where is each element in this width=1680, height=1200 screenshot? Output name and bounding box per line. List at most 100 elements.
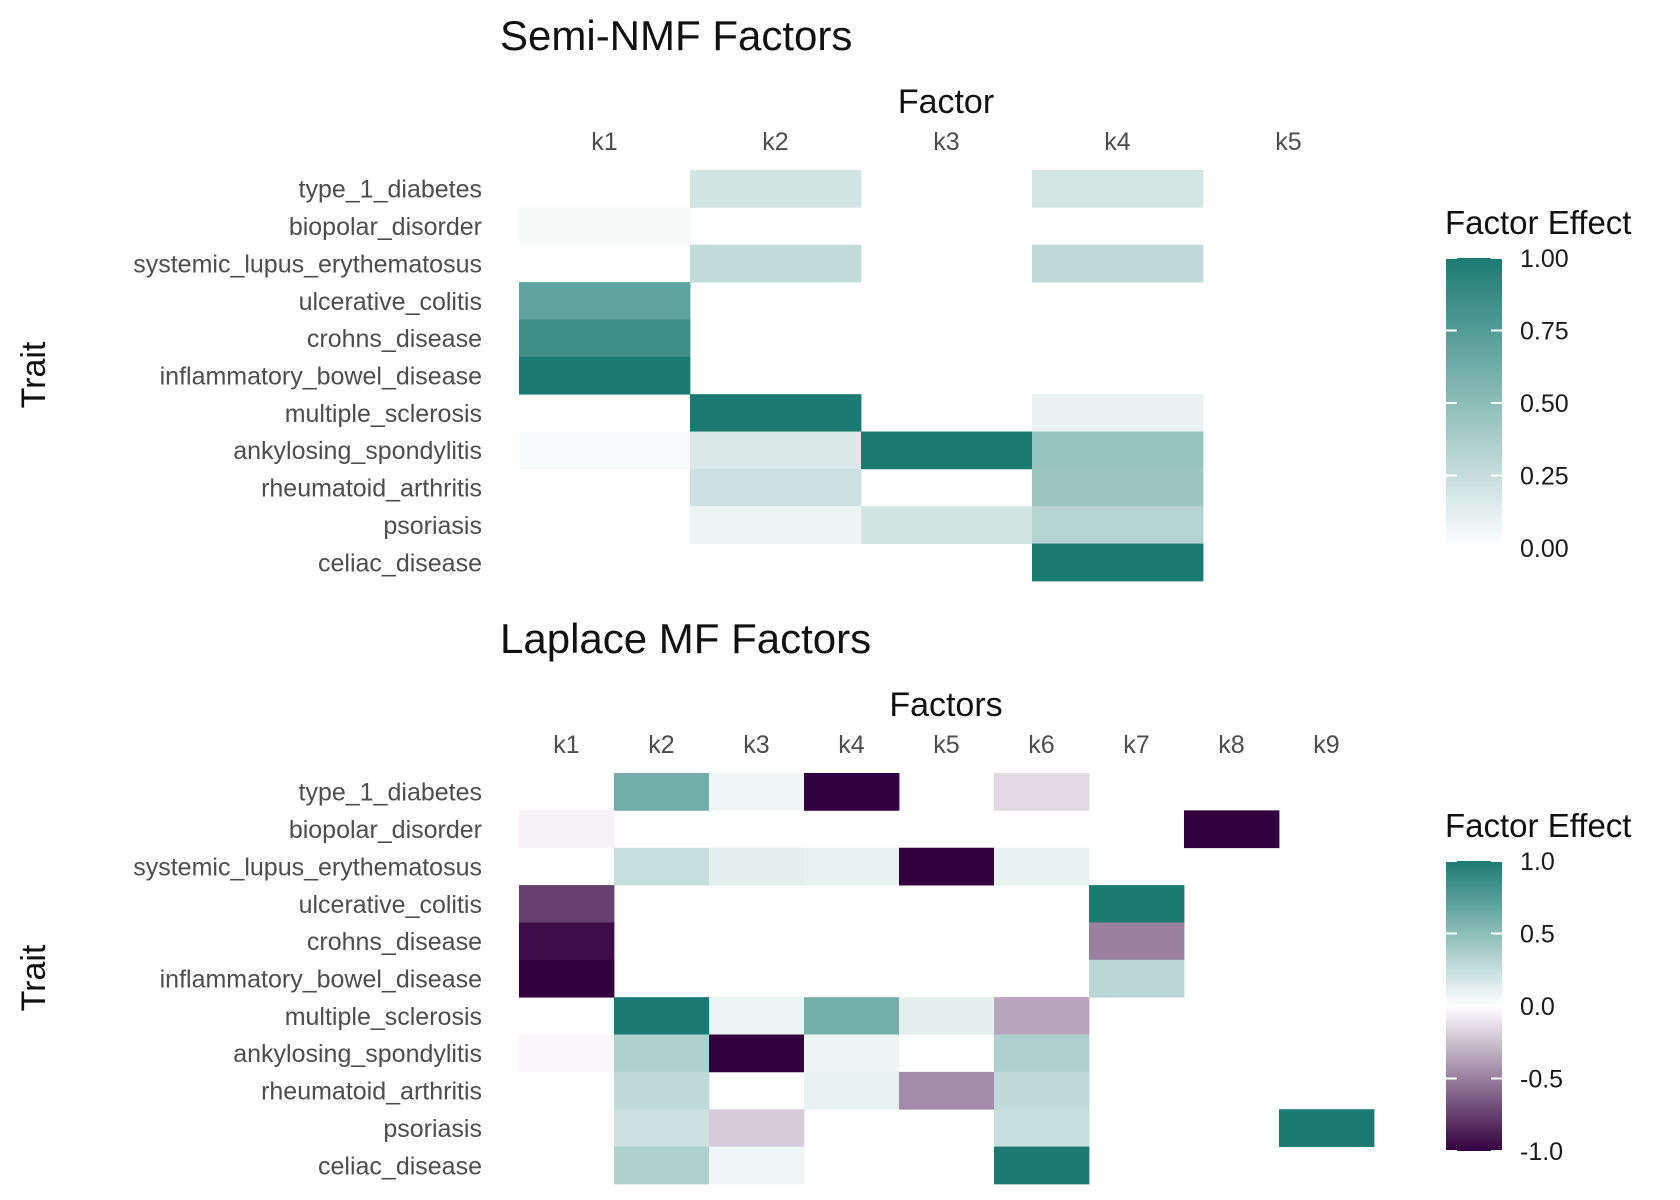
heatmap-cell xyxy=(1032,431,1204,470)
x-tick-label: k9 xyxy=(1313,731,1339,759)
heatmap-cell xyxy=(519,922,615,961)
heatmap-cell xyxy=(709,847,805,886)
x-tick-label: k4 xyxy=(838,731,865,759)
heatmap-cell xyxy=(994,997,1090,1035)
heatmap-cell xyxy=(614,773,710,811)
colorbar-tick-label: -0.5 xyxy=(1520,1066,1563,1094)
heatmap-cell xyxy=(1279,1109,1375,1147)
heatmap-cell xyxy=(519,319,691,358)
y-tick-label: psoriasis xyxy=(383,1115,482,1143)
x-tick-label: k6 xyxy=(1028,731,1054,759)
x-axis-title: Factor xyxy=(898,83,994,121)
y-tick-label: biopolar_disorder xyxy=(289,213,482,241)
heatmap-cell xyxy=(519,282,691,320)
colorbar-tick-label: 1.00 xyxy=(1520,245,1569,273)
y-tick-labels: type_1_diabetes biopolar_disorder systemic… xyxy=(133,779,482,1181)
heatmap-cell xyxy=(519,356,691,395)
x-tick-labels: k1 k2 k3 k4 k5 k6 k7 k8 k9 xyxy=(553,731,1339,759)
chart-title: Laplace MF Factors xyxy=(500,615,871,662)
legend: Factor Effect 1.0 0.5 0.0 -0.5 -1.0 xyxy=(1445,807,1631,1166)
heatmap-cell xyxy=(614,1109,710,1147)
heatmap-cell xyxy=(994,1071,1090,1110)
heatmap-cells xyxy=(519,773,1375,1185)
x-tick-label: k2 xyxy=(762,128,788,156)
y-tick-label: ulcerative_colitis xyxy=(299,288,482,316)
heatmap-cell xyxy=(709,773,805,811)
heatmap-cell xyxy=(994,773,1090,811)
heatmap-cell xyxy=(899,997,995,1035)
heatmap-cell xyxy=(614,1034,710,1073)
colorbar-ticks: 1.00 0.75 0.50 0.25 0.00 xyxy=(1446,245,1569,563)
heatmap-cell xyxy=(861,506,1033,544)
heatmap-cell xyxy=(804,997,900,1035)
heatmap-cell xyxy=(1032,170,1204,208)
x-tick-label: k3 xyxy=(743,731,769,759)
y-tick-label: inflammatory_bowel_disease xyxy=(160,362,482,390)
x-tick-label: k5 xyxy=(933,731,959,759)
colorbar-tick-label: 0.50 xyxy=(1520,390,1569,418)
colorbar-tick-label: 0.5 xyxy=(1520,921,1555,949)
y-tick-label: ankylosing_spondylitis xyxy=(233,437,482,465)
heatmap-panel-semi-nmf: Semi-NMF Factors Factor Trait k1 k2 k3 k4 k5… xyxy=(15,12,1631,582)
heatmap-cell xyxy=(994,847,1090,886)
y-tick-label: rheumatoid_arthritis xyxy=(261,475,482,503)
y-tick-label: ulcerative_colitis xyxy=(299,891,482,919)
heatmap-cell xyxy=(519,431,691,470)
heatmap-cell xyxy=(1032,468,1204,507)
x-tick-label: k7 xyxy=(1123,731,1149,759)
heatmap-panel-laplace-mf: Laplace MF Factors Factors Trait k1 k2 k3 k… xyxy=(15,615,1631,1185)
legend-title: Factor Effect xyxy=(1445,204,1631,241)
y-tick-label: type_1_diabetes xyxy=(299,779,482,807)
x-tick-label: k3 xyxy=(933,128,959,156)
y-tick-label: multiple_sclerosis xyxy=(285,400,482,428)
y-tick-label: crohns_disease xyxy=(307,928,482,956)
heatmap-cell xyxy=(690,468,862,507)
x-tick-label: k1 xyxy=(591,128,617,156)
y-tick-labels: type_1_diabetes biopolar_disorder systemic… xyxy=(133,176,482,578)
heatmap-cell xyxy=(614,1071,710,1110)
heatmap-cell xyxy=(804,1034,900,1073)
heatmap-cell xyxy=(709,1109,805,1147)
y-tick-label: multiple_sclerosis xyxy=(285,1003,482,1031)
y-tick-label: inflammatory_bowel_disease xyxy=(160,965,482,993)
y-tick-label: crohns_disease xyxy=(307,325,482,353)
heatmap-cell xyxy=(709,997,805,1035)
heatmap-cell xyxy=(804,847,900,886)
y-axis-title: Trait xyxy=(15,944,53,1011)
heatmap-cell xyxy=(1032,394,1204,432)
y-tick-label: celiac_disease xyxy=(318,549,482,577)
heatmap-cell xyxy=(1089,959,1185,998)
heatmap-cell xyxy=(690,394,862,432)
colorbar-tick-label: 0.00 xyxy=(1520,535,1569,563)
x-tick-label: k4 xyxy=(1104,128,1131,156)
x-tick-label: k5 xyxy=(1275,128,1301,156)
x-axis-title: Factors xyxy=(889,686,1002,724)
heatmap-cell xyxy=(614,847,710,886)
heatmap-cell xyxy=(690,244,862,283)
colorbar-tick-label: 0.0 xyxy=(1520,993,1555,1021)
heatmap-cell xyxy=(1184,810,1280,849)
heatmap-cell xyxy=(1032,244,1204,283)
heatmap-cells xyxy=(519,170,1204,582)
x-tick-label: k1 xyxy=(553,731,579,759)
heatmap-cell xyxy=(519,959,615,998)
colorbar-tick-label: -1.0 xyxy=(1520,1138,1563,1166)
heatmap-cell xyxy=(994,1146,1090,1185)
y-tick-label: type_1_diabetes xyxy=(299,176,482,204)
heatmap-cell xyxy=(690,170,862,208)
y-tick-label: rheumatoid_arthritis xyxy=(261,1078,482,1106)
y-tick-label: systemic_lupus_erythematosus xyxy=(133,250,482,278)
heatmap-cell xyxy=(614,1146,710,1185)
x-tick-label: k2 xyxy=(648,731,674,759)
colorbar-tick-label: 0.75 xyxy=(1520,318,1569,346)
chart-title: Semi-NMF Factors xyxy=(500,12,852,59)
heatmap-cell xyxy=(690,431,862,470)
y-tick-label: ankylosing_spondylitis xyxy=(233,1040,482,1068)
heatmap-cell xyxy=(519,1034,615,1073)
x-tick-label: k8 xyxy=(1218,731,1244,759)
heatmap-cell xyxy=(614,997,710,1035)
heatmap-cell xyxy=(861,431,1033,470)
colorbar-tick-label: 0.25 xyxy=(1520,463,1569,491)
heatmap-cell xyxy=(1089,922,1185,961)
